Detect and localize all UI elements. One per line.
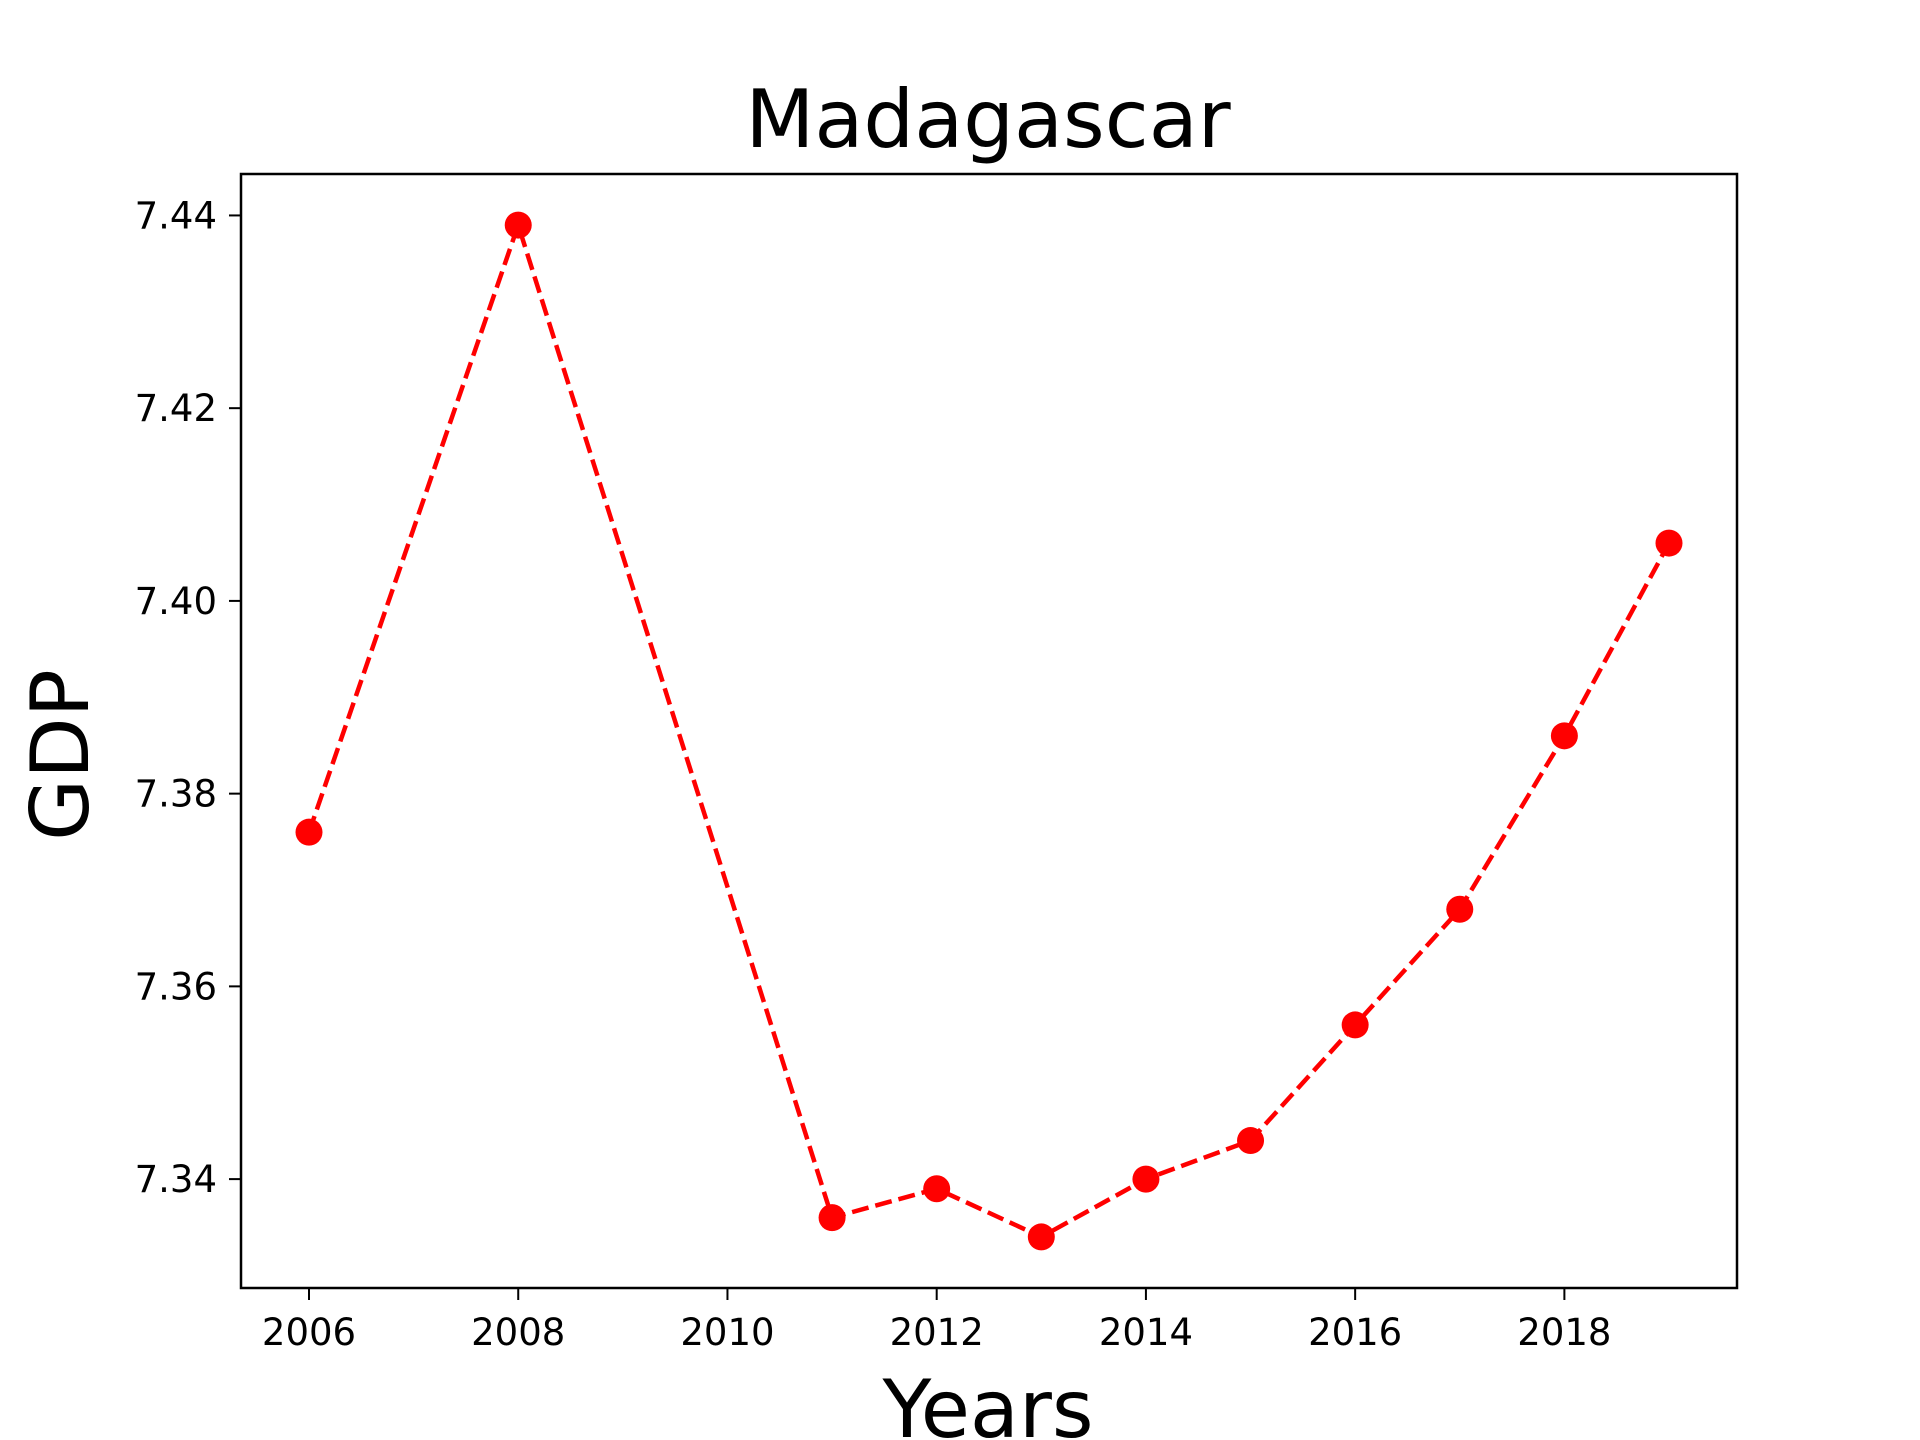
data-point [1446,895,1474,923]
y-tick-label: 7.44 [135,194,217,237]
data-point [295,818,323,846]
x-tick-label: 2018 [1517,1311,1611,1354]
y-tick-label: 7.42 [135,387,217,430]
y-tick-label: 7.34 [135,1158,217,1201]
plot-area [239,172,1739,1290]
x-axis-ticks: 2006 2008 2010 2012 2014 2016 2018 [262,1288,1611,1354]
series-layer [295,211,1683,1251]
y-axis-label: GDP [14,669,107,841]
data-point [923,1175,951,1203]
x-tick-label: 2012 [890,1311,984,1354]
data-point [1132,1165,1160,1193]
x-tick-label: 2006 [262,1311,356,1354]
plot-frame [239,172,1739,1290]
x-tick-label: 2008 [471,1311,565,1354]
data-point [1550,722,1578,750]
x-tick-label: 2014 [1099,1311,1193,1354]
data-point [818,1204,846,1232]
y-axis-ticks: 7.34 7.36 7.38 7.40 7.42 7.44 [135,194,241,1201]
chart-title: Madagascar [745,73,1230,166]
x-tick-label: 2016 [1308,1311,1402,1354]
y-tick-label: 7.40 [135,580,217,623]
x-axis-label: Years [881,1363,1093,1440]
data-point [1027,1223,1055,1251]
data-point [504,211,532,239]
x-tick-label: 2010 [680,1311,774,1354]
data-point [1655,529,1683,557]
y-tick-label: 7.36 [135,965,217,1008]
data-point [1341,1011,1369,1039]
data-point [1237,1127,1265,1155]
y-tick-label: 7.38 [135,773,217,816]
